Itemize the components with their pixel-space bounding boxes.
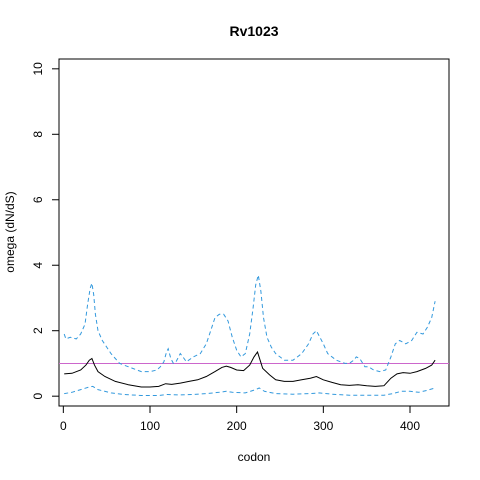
y-tick-label: 0 bbox=[31, 393, 45, 400]
y-axis-label: omega (dN/dS) bbox=[3, 191, 17, 272]
x-axis-label: codon bbox=[238, 450, 271, 464]
series-upper-line bbox=[63, 274, 436, 373]
y-axis: 0 2 4 6 8 10 bbox=[31, 62, 60, 400]
x-tick-label: 400 bbox=[400, 419, 420, 433]
series-lower-line bbox=[64, 385, 436, 396]
chart-title: Rv1023 bbox=[229, 23, 278, 39]
y-tick-label: 8 bbox=[31, 131, 45, 138]
y-tick-label: 4 bbox=[31, 262, 45, 269]
series-estimate-line bbox=[64, 350, 436, 388]
x-tick-label: 0 bbox=[60, 419, 67, 433]
y-tick-label: 10 bbox=[31, 62, 45, 76]
x-axis: 0 100 200 300 400 bbox=[60, 405, 420, 433]
x-tick-label: 100 bbox=[140, 419, 160, 433]
plot-frame bbox=[58, 58, 450, 407]
x-tick-label: 200 bbox=[227, 419, 247, 433]
x-tick-label: 300 bbox=[313, 419, 333, 433]
y-tick-label: 2 bbox=[31, 327, 45, 334]
y-tick-label: 6 bbox=[31, 196, 45, 203]
plot-area bbox=[59, 274, 449, 396]
